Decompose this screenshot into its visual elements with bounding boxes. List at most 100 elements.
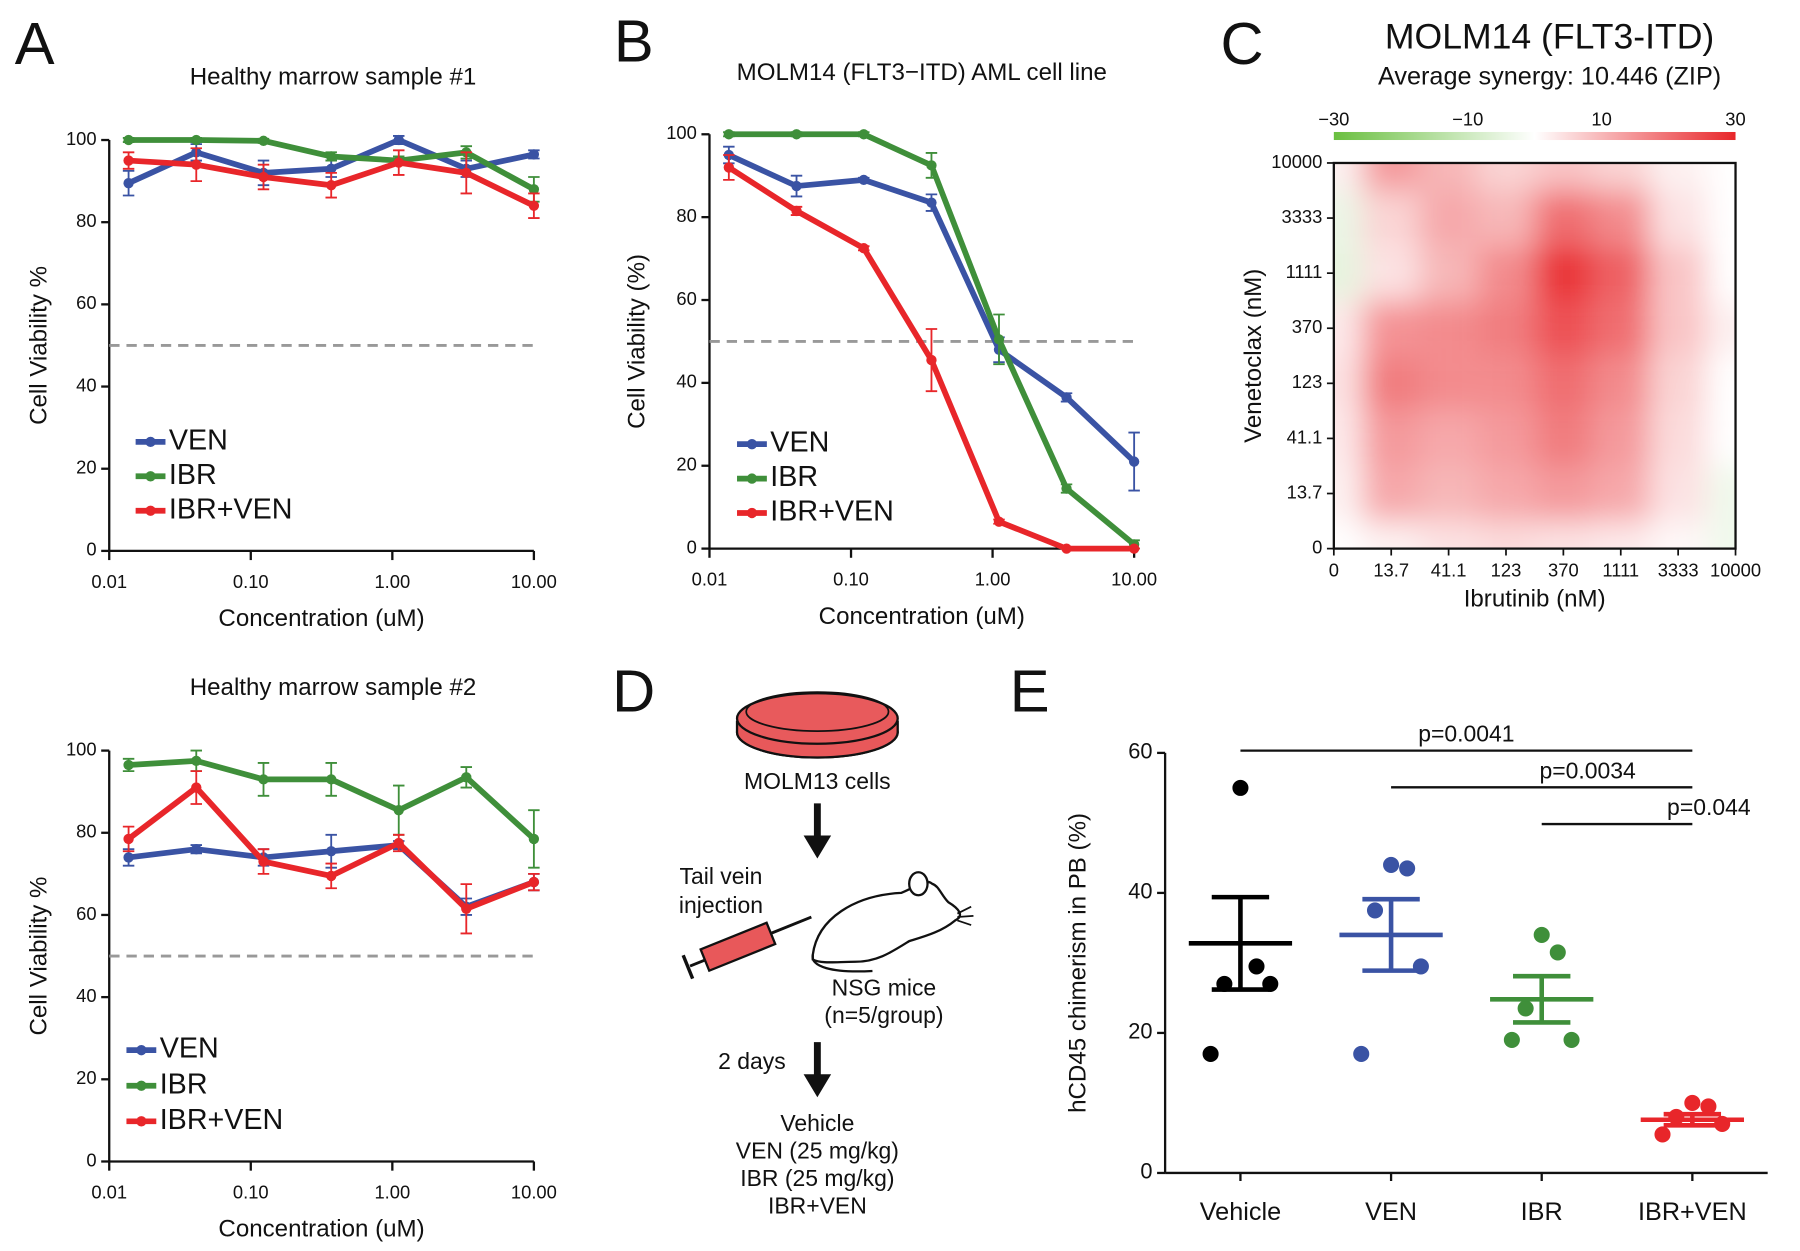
heatmap-cell [1649,190,1707,246]
data-point [1232,779,1249,796]
data-point [461,167,472,179]
p-value: p=0.0034 [1539,757,1636,783]
legend-marker [746,473,758,484]
heatmap-cell [1419,410,1478,466]
data-point [393,157,404,168]
heatmap-cell [1706,410,1736,466]
y-tick-label: 20 [76,1067,96,1088]
y-axis-label: hCD45 chimerism in PB (%) [1064,813,1091,1113]
heatmap-cell [1534,245,1593,301]
data-point [1684,1094,1701,1111]
data-point [191,844,202,855]
heatmap-cell [1477,521,1535,549]
data-point [1517,1000,1534,1017]
y-tick-label: 123 [1292,371,1323,392]
legend-marker [746,507,758,519]
x-tick-label: 0.01 [692,569,728,590]
x-tick-label: 0.10 [233,1181,269,1202]
panel-label: C [1220,10,1263,77]
data-point [123,852,134,863]
data-point [791,205,802,217]
legend-marker [136,1080,147,1091]
data-point [1248,958,1265,975]
heatmap-cell [1419,245,1478,301]
data-point [528,833,540,845]
heatmap-cell [1534,162,1593,191]
heatmap-cell [1706,465,1736,522]
data-point [528,184,540,195]
data-point [1503,1031,1520,1048]
cells-label: MOLM13 cells [744,768,891,794]
data-point [1383,856,1400,873]
data-point [123,177,134,189]
data-point [123,134,134,146]
panel-label: E [1010,657,1050,724]
data-point [1061,392,1072,403]
data-point [1563,1031,1580,1048]
data-point [858,129,869,140]
y-tick-label: 1111 [1286,261,1323,282]
y-tick-label: 13.7 [1287,481,1323,502]
data-point [528,876,540,888]
x-tick-label: 1.00 [975,569,1011,590]
x-tick-label: 3333 [1658,559,1699,580]
x-tick-label: 1111 [1602,559,1639,580]
x-tick-label: 123 [1491,559,1522,580]
chart-title: Healthy marrow sample #1 [190,63,477,90]
colorbar-tick-label: 10 [1591,108,1611,129]
y-tick-label: 0 [1312,536,1322,557]
chart-title: MOLM14 (FLT3-ITD) [1385,16,1714,56]
x-tick-label: 13.7 [1373,559,1409,580]
dish-top [735,692,899,745]
heatmap-cell [1706,355,1736,411]
heatmap-cell [1649,300,1707,356]
injection-label: injection [679,892,763,918]
x-tick-label: Vehicle [1200,1198,1281,1226]
heatmap-cell [1419,465,1478,522]
chart-title: MOLM14 (FLT3−ITD) AML cell line [737,59,1107,86]
legend-marker [746,438,758,450]
heatmap-field [1333,162,1736,549]
heatmap-cell [1592,162,1650,191]
x-tick-label: 1.00 [374,571,410,592]
treatment-label: IBR (25 mg/kg) [740,1165,894,1191]
heatmap-cell [1333,521,1363,549]
y-tick-label: 100 [66,738,97,759]
data-point [123,155,134,166]
data-point [258,774,269,785]
panel-label: A [15,10,55,77]
data-point [326,870,337,882]
colorbar [1333,131,1736,141]
mouse-ear [908,871,929,897]
y-tick-label: 60 [76,292,96,313]
data-point [258,135,269,147]
heatmap-cell [1362,190,1420,246]
legend-label: IBR [160,1068,208,1100]
data-point [993,334,1005,345]
heatmap-clip [1333,162,1736,549]
heatmap-cell [1706,162,1736,191]
legend-label: IBR+VEN [169,493,293,525]
data-point [1061,543,1072,554]
y-tick-label: 40 [676,371,696,392]
heatmap-cell [1706,521,1736,549]
data-point [326,774,337,785]
y-tick-label: 0 [687,536,697,557]
y-axis-label: Cell Viability % [26,877,53,1036]
mouse-tail [811,954,873,973]
arrow [803,803,832,859]
heatmap-cell [1592,190,1650,246]
y-tick-label: 60 [1128,739,1152,764]
data-point [791,129,802,140]
mice-label: (n=5/group) [824,1002,943,1028]
x-tick-label: IBR+VEN [1638,1198,1747,1226]
p-value: p=0.0041 [1418,721,1514,747]
x-tick-label: 10000 [1710,559,1761,580]
colorbar-tick-label: −10 [1452,108,1483,129]
data-point [723,129,734,140]
legend-label: VEN [770,427,829,459]
heatmap-cell [1419,355,1478,411]
y-tick-label: 370 [1292,316,1323,337]
data-point [1700,1098,1717,1115]
x-tick-label: IBR [1521,1198,1563,1226]
